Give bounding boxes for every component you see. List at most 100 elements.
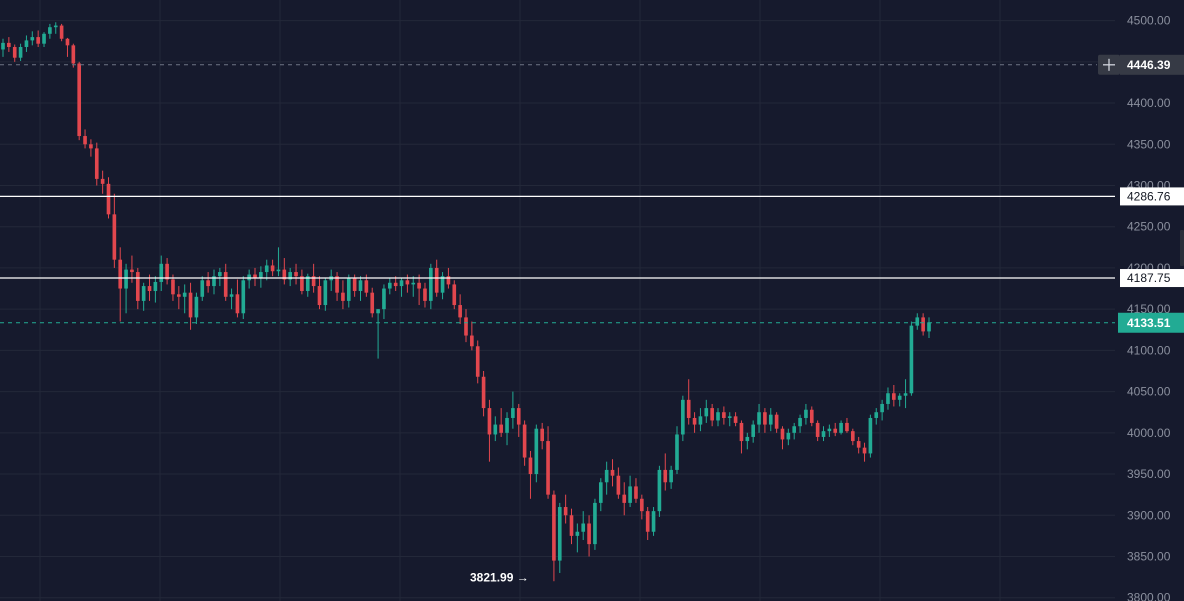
candle xyxy=(903,379,908,409)
candle-body xyxy=(335,276,339,293)
candle-body xyxy=(511,408,515,418)
candle-body xyxy=(223,272,228,297)
price-axis[interactable]: 4500.004400.004350.004300.004250.004200.… xyxy=(1127,14,1171,601)
candle-body xyxy=(300,276,304,292)
candle-body xyxy=(798,417,802,427)
candle-body xyxy=(282,269,287,280)
candle-body xyxy=(856,441,861,448)
candle xyxy=(194,292,199,324)
candle-body xyxy=(733,416,738,423)
candle xyxy=(675,426,679,475)
candle-body xyxy=(259,272,263,278)
candle-body xyxy=(171,279,175,295)
candle-body xyxy=(206,280,210,287)
candle xyxy=(833,422,838,437)
candle xyxy=(798,414,802,433)
candle-body xyxy=(112,214,117,260)
candle xyxy=(241,276,246,320)
candle xyxy=(147,274,152,301)
candle xyxy=(411,276,416,297)
candle xyxy=(880,399,884,421)
candle-body xyxy=(745,436,750,442)
candle-body xyxy=(446,276,451,285)
candle xyxy=(886,387,890,410)
candle-body xyxy=(434,267,439,293)
crosshair-price-tag xyxy=(1120,54,1184,75)
candle xyxy=(809,406,814,427)
candle-body xyxy=(610,469,615,476)
candle xyxy=(768,408,773,432)
candle-body xyxy=(681,399,685,435)
candle xyxy=(710,403,714,427)
candle-body xyxy=(59,25,64,39)
candle-body xyxy=(563,507,568,516)
candle xyxy=(774,412,779,433)
candle-body xyxy=(575,531,580,536)
hline-price-tag xyxy=(1120,187,1184,206)
y-tick-label: 4250.00 xyxy=(1127,220,1171,234)
candle-body xyxy=(130,269,134,273)
candle-body xyxy=(903,393,908,396)
candle xyxy=(171,274,175,301)
candle xyxy=(739,420,744,454)
candle-body xyxy=(669,469,673,483)
candle xyxy=(464,309,468,343)
candle xyxy=(346,274,351,308)
add-alert-plus-icon[interactable] xyxy=(1098,54,1120,75)
candle xyxy=(850,428,855,446)
y-tick-label: 3900.00 xyxy=(1127,508,1171,522)
candle xyxy=(141,282,146,311)
scroll-handle[interactable] xyxy=(1180,230,1184,266)
candle xyxy=(276,247,281,277)
candle xyxy=(458,294,462,324)
candle xyxy=(30,31,35,46)
candle xyxy=(552,490,556,582)
candle-body xyxy=(458,305,462,318)
candle-body xyxy=(440,276,445,293)
candle xyxy=(200,276,205,301)
candle-body xyxy=(7,42,11,47)
price-lines[interactable] xyxy=(0,64,1115,324)
candle-body xyxy=(323,280,328,306)
candle-body xyxy=(534,428,539,475)
candle xyxy=(112,193,117,268)
candle xyxy=(657,465,662,517)
candle-body xyxy=(294,272,298,277)
candle xyxy=(399,277,404,297)
candle xyxy=(757,403,761,433)
candle-body xyxy=(593,502,597,545)
candle-body xyxy=(464,317,468,336)
candle-body xyxy=(165,263,169,280)
candle xyxy=(780,426,785,450)
candle-body xyxy=(616,475,621,495)
candle xyxy=(716,408,720,427)
candle xyxy=(253,267,257,287)
candle-body xyxy=(270,265,275,272)
candle xyxy=(83,129,87,149)
candle-body xyxy=(177,294,181,297)
candle xyxy=(300,269,304,295)
candle xyxy=(581,511,586,540)
candle xyxy=(259,266,263,288)
low-price-label: 3821.99 → xyxy=(470,571,529,585)
candle xyxy=(493,416,498,442)
candle-body xyxy=(65,38,70,46)
candle xyxy=(499,408,503,437)
candle-body xyxy=(657,469,662,512)
candle xyxy=(135,267,140,310)
candle xyxy=(393,276,398,292)
candle xyxy=(470,321,474,351)
candle xyxy=(792,422,797,440)
candle xyxy=(159,255,164,292)
candle-body xyxy=(235,294,240,314)
candle-body xyxy=(493,424,498,435)
candle-body xyxy=(686,399,691,418)
candle-body xyxy=(727,416,732,418)
candle-body xyxy=(305,276,310,292)
candle-body xyxy=(839,422,843,433)
candle xyxy=(429,263,433,310)
candle xyxy=(282,258,287,285)
candle-body xyxy=(874,412,879,418)
candle-body xyxy=(452,284,457,306)
